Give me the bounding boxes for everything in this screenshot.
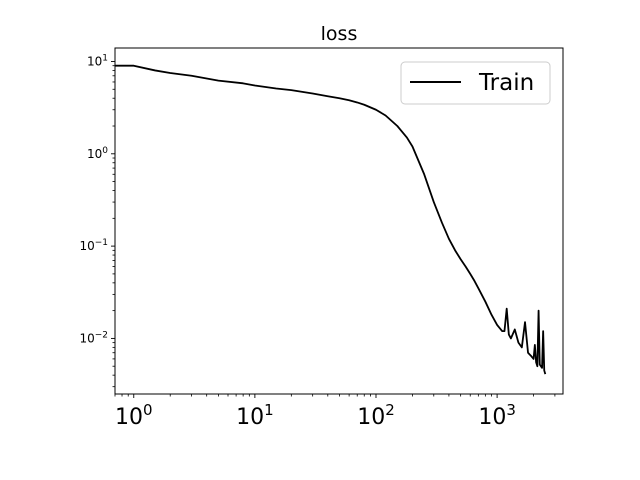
legend: Train [400,61,551,105]
y-axis: 101 100 10−1 10−2 [79,53,115,345]
y-tick-label: 10−2 [79,330,108,345]
plot-area [114,47,564,395]
minor-ticks [112,65,556,397]
y-tick-label: 100 [87,146,108,161]
y-tick-label: 10−1 [79,238,108,253]
x-axis: 100 101 102 103 [115,394,516,430]
x-tick-label: 103 [478,401,516,430]
y-tick-label: 101 [87,53,108,68]
x-tick-label: 101 [236,401,274,430]
x-tick-label: 100 [115,401,153,430]
series-line-train [115,64,547,375]
series-layer [115,64,547,375]
chart-title: loss [321,23,358,45]
legend-box [400,61,551,105]
x-tick-label: 102 [357,401,395,430]
legend-label-train: Train [478,70,534,96]
